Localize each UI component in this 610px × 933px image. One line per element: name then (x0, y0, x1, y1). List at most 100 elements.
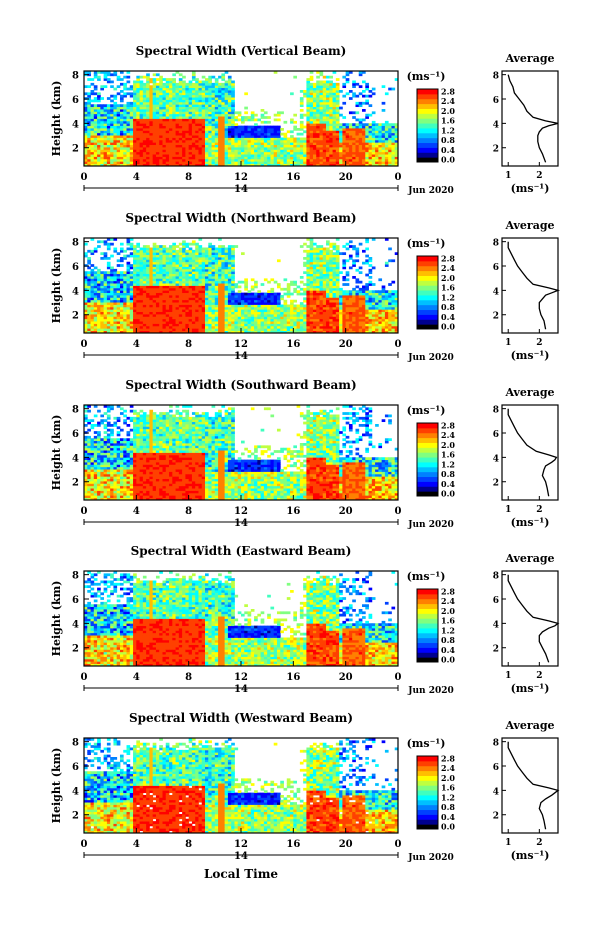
heatmap-cell (202, 276, 206, 279)
heatmap-cell (91, 286, 95, 289)
heatmap-cell (179, 102, 183, 105)
heatmap-cell (136, 81, 140, 84)
heatmap-cell (91, 100, 95, 103)
heatmap-cell (277, 149, 281, 152)
heatmap-cell (127, 312, 131, 315)
heatmap-cell (202, 107, 206, 110)
heatmap-cell (176, 255, 180, 258)
heatmap-cell (306, 109, 310, 112)
heatmap-cell (391, 147, 395, 150)
heatmap-cell (339, 149, 343, 152)
heatmap-cell (270, 161, 274, 164)
heatmap-cell (241, 121, 245, 124)
heatmap-cell (166, 316, 170, 319)
heatmap-cell (257, 312, 261, 315)
heatmap-cell (349, 135, 353, 138)
heatmap-cell (195, 159, 199, 162)
heatmap-cell (225, 121, 229, 124)
date-label: Jun 2020 (407, 186, 454, 196)
heatmap-cell (179, 269, 183, 272)
heatmap-cell (313, 142, 317, 145)
heatmap-cell (130, 290, 134, 293)
heatmap-cell (270, 288, 274, 291)
heatmap-cell (146, 157, 150, 160)
heatmap-cell (198, 92, 202, 95)
heatmap-cell (182, 121, 186, 124)
heatmap-cell (385, 152, 389, 155)
heatmap-cell (270, 159, 274, 162)
heatmap-cell (110, 281, 114, 284)
heatmap-cell (94, 271, 98, 274)
heatmap-cell (87, 271, 91, 274)
heatmap-cell (189, 92, 193, 95)
heatmap-cell (97, 130, 101, 133)
heatmap-cell (113, 121, 117, 124)
heatmap-cell (156, 245, 160, 248)
heatmap-cell (352, 123, 356, 126)
heatmap-cell (153, 305, 157, 308)
heatmap-cell (264, 133, 268, 136)
heatmap-cell (336, 121, 340, 124)
heatmap-cell (231, 326, 235, 329)
heatmap-cell (228, 121, 232, 124)
heatmap-cell (163, 295, 167, 298)
heatmap-cell (123, 104, 127, 107)
heatmap-cell (362, 119, 366, 122)
heatmap-cell (140, 328, 144, 331)
heatmap-cell (169, 147, 173, 150)
heatmap-cell (198, 161, 202, 164)
heatmap-cell (179, 271, 183, 274)
heatmap-cell (225, 302, 229, 305)
heatmap-cell (212, 305, 216, 308)
heatmap-cell (244, 293, 248, 296)
heatmap-cell (120, 128, 124, 131)
heatmap-cell (323, 107, 327, 110)
heatmap-cell (280, 149, 284, 152)
heatmap-cell (202, 302, 206, 305)
heatmap-cell (120, 135, 124, 138)
heatmap-cell (104, 300, 108, 303)
heatmap-cell (185, 157, 189, 160)
heatmap-cell (375, 140, 379, 143)
heatmap-cell (362, 90, 366, 93)
heatmap-cell (221, 126, 225, 129)
heatmap-cell (228, 252, 232, 255)
heatmap-cell (143, 245, 147, 248)
heatmap-cell (130, 305, 134, 308)
heatmap-cell (94, 281, 98, 284)
heatmap-cell (251, 314, 255, 317)
heatmap-cell (130, 135, 134, 138)
heatmap-cell (156, 302, 160, 305)
heatmap-cell (372, 123, 376, 126)
heatmap-cell (110, 133, 114, 136)
colorbar-swatch (417, 94, 438, 99)
heatmap-cell (297, 328, 301, 331)
heatmap-cell (195, 290, 199, 293)
heatmap-cell (140, 274, 144, 277)
heatmap-cell (107, 140, 111, 143)
heatmap-cell (310, 102, 314, 105)
heatmap-cell (117, 319, 121, 322)
heatmap-cell (205, 90, 209, 93)
heatmap-cell (146, 138, 150, 141)
heatmap-cell (261, 147, 265, 150)
heatmap-cell (127, 300, 131, 303)
heatmap-cell (300, 133, 304, 136)
heatmap-cell (163, 259, 167, 262)
heatmap-cell (185, 85, 189, 88)
heatmap-cell (238, 128, 242, 131)
heatmap-cell (104, 252, 108, 255)
heatmap-cell (261, 126, 265, 129)
heatmap-cell (339, 130, 343, 133)
heatmap-cell (172, 250, 176, 253)
heatmap-cell (215, 267, 219, 270)
heatmap-cell (212, 119, 216, 122)
heatmap-cell (195, 278, 199, 281)
heatmap-cell (208, 92, 212, 95)
heatmap-cell (326, 147, 330, 150)
heatmap-cell (110, 307, 114, 310)
heatmap-cell (166, 250, 170, 253)
heatmap-cell (100, 128, 104, 131)
heatmap-cell (97, 324, 101, 327)
heatmap-cell (123, 145, 127, 148)
